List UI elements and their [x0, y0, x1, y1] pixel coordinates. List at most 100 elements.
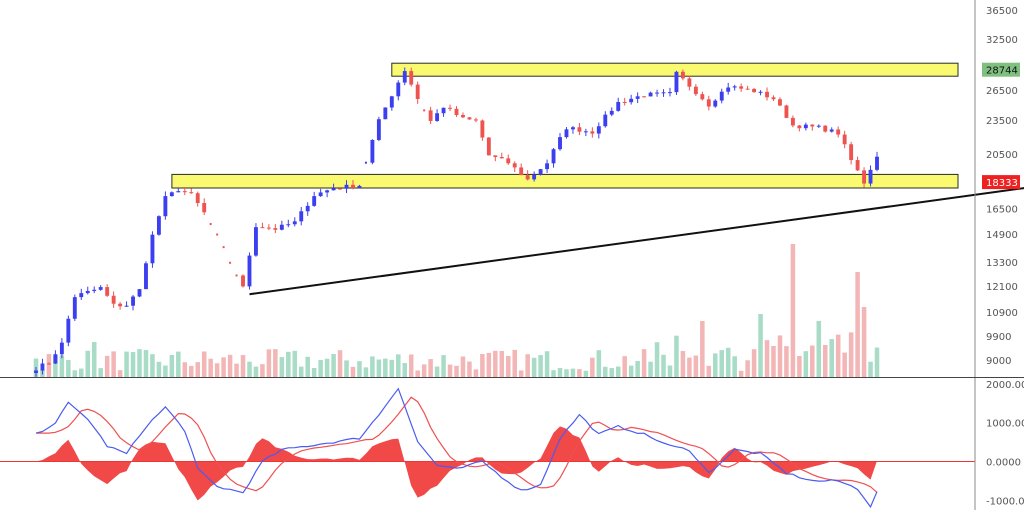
candle: [765, 92, 769, 97]
candle: [383, 108, 387, 120]
candle: [53, 354, 57, 363]
price-tick-label: 32500: [986, 35, 1018, 46]
candle: [675, 72, 679, 92]
volume-bar: [862, 307, 867, 377]
volume-bar: [797, 356, 802, 377]
candle: [325, 190, 329, 192]
candle: [273, 228, 277, 230]
volume-bar: [286, 352, 291, 377]
volume-bar: [260, 364, 265, 377]
volume-bar: [590, 358, 595, 377]
volume-bar: [383, 359, 388, 377]
macd-histogram: [36, 426, 877, 500]
volume-bar: [804, 351, 809, 377]
volume-bar: [85, 351, 90, 377]
candle: [66, 319, 70, 343]
candle: [131, 297, 135, 306]
candle: [442, 108, 446, 113]
horizontal-zone[interactable]: [172, 174, 958, 188]
volume-bar: [610, 368, 615, 377]
candle: [571, 127, 575, 129]
volume-bar: [305, 357, 310, 377]
volume-bar: [338, 350, 343, 377]
candle: [668, 92, 672, 93]
candle: [176, 191, 180, 192]
volume-bar: [849, 332, 854, 377]
volume-bar: [131, 352, 136, 377]
volume-bar: [506, 356, 511, 377]
candle: [183, 191, 187, 192]
volume-bar: [241, 355, 246, 377]
candle: [79, 293, 83, 297]
candle: [623, 102, 627, 103]
candle: [112, 296, 116, 304]
price-badge-label: 18333: [986, 178, 1018, 189]
price-candles: [34, 67, 879, 376]
candle: [260, 227, 264, 228]
volume-bar: [312, 368, 317, 377]
volume-bar: [525, 354, 530, 377]
candle: [280, 225, 284, 230]
volume-bar: [163, 366, 168, 377]
volume-bar: [532, 358, 537, 377]
volume-bar: [73, 370, 78, 377]
volume-bar: [875, 348, 880, 377]
price-tick-label: 13300: [986, 258, 1018, 269]
candle: [856, 160, 860, 170]
volume-bar: [415, 370, 420, 377]
volume-bar: [280, 357, 285, 377]
volume-bar: [784, 346, 789, 377]
volume-bar: [681, 351, 686, 377]
candle: [558, 137, 562, 149]
volume-bar: [500, 351, 505, 377]
volume-bar: [791, 244, 796, 377]
candle: [286, 224, 290, 225]
volume-bar: [79, 369, 84, 377]
volume-bar: [111, 351, 116, 377]
volume-bar: [448, 365, 453, 377]
candle: [267, 228, 271, 229]
candle: [565, 129, 569, 137]
volume-bar: [551, 370, 556, 377]
volume-bar: [487, 353, 492, 377]
candle: [513, 163, 517, 167]
volume-bar: [422, 364, 427, 377]
volume-bars: [34, 244, 880, 377]
macd-tick-label: 2000.0000: [986, 380, 1024, 391]
candle: [189, 192, 193, 193]
candle: [202, 203, 206, 212]
volume-bar: [739, 371, 744, 377]
price-tick-label: 10900: [986, 308, 1018, 319]
candle: [849, 144, 853, 160]
volume-bar: [215, 363, 220, 377]
volume-bar: [247, 362, 252, 377]
price-tick-label: 26500: [986, 86, 1018, 97]
candle: [358, 186, 362, 188]
candle: [47, 364, 51, 365]
candle: [720, 92, 724, 101]
candle: [590, 131, 594, 133]
volume-bar: [202, 351, 207, 377]
volume-bar: [293, 351, 298, 377]
candle: [500, 157, 504, 158]
price-tick-label: 20500: [986, 150, 1018, 161]
volume-bar: [493, 351, 498, 377]
volume-bar: [635, 361, 640, 377]
candle: [248, 256, 252, 287]
candle: [493, 155, 497, 157]
volume-bar: [765, 340, 770, 377]
volume-bar: [183, 362, 188, 377]
candle: [312, 196, 316, 206]
candle: [105, 287, 109, 296]
volume-bar: [564, 369, 569, 377]
candle: [73, 297, 77, 319]
candle: [151, 235, 155, 264]
price-badge-label: 28744: [986, 66, 1018, 77]
support-resistance-zones: [172, 63, 958, 188]
candle: [603, 115, 607, 127]
candle: [526, 175, 530, 179]
candle: [351, 185, 355, 188]
trendline[interactable]: [250, 47, 1024, 294]
